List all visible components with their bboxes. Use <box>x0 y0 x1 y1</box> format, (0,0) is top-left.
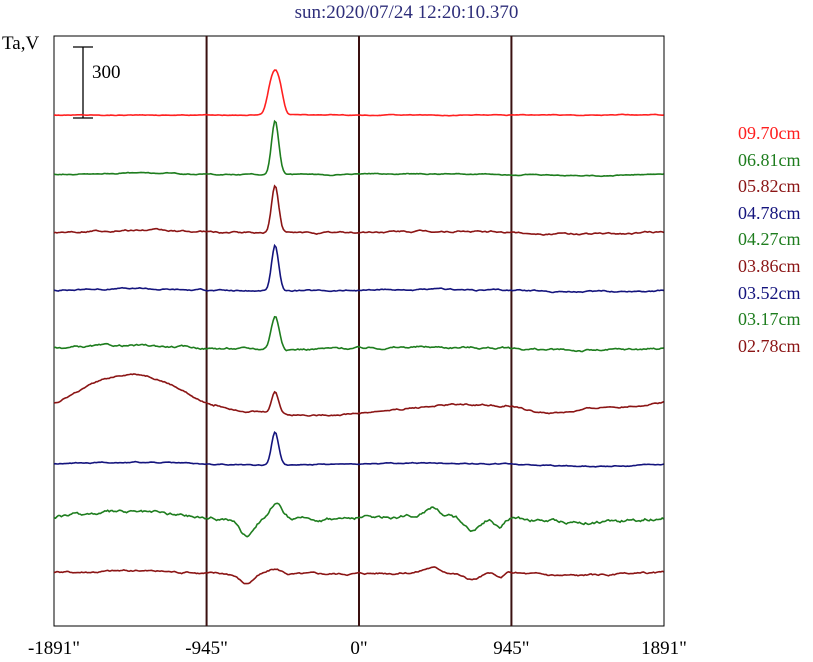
series-line-04.27cm <box>53 315 664 353</box>
x-tick-label-2: 0" <box>350 638 368 659</box>
x-tick-label-3: 945" <box>493 638 530 659</box>
legend-item-2: 05.82cm <box>738 176 801 197</box>
legend: 09.70cm 06.81cm 05.82cm 04.78cm 04.27cm 03.86… <box>738 120 801 359</box>
series-line-03.17cm <box>53 502 665 538</box>
legend-item-7: 03.17cm <box>738 309 801 330</box>
series-line-09.70cm <box>53 69 664 117</box>
legend-item-4: 04.27cm <box>738 229 801 250</box>
legend-item-0: 09.70cm <box>738 123 801 143</box>
series-line-03.52cm <box>53 430 664 468</box>
series-line-06.81cm <box>53 119 664 178</box>
legend-item-3: 04.78cm <box>738 202 801 223</box>
legend-item-6: 03.52cm <box>738 282 801 303</box>
x-tick-label-0: -1891" <box>27 638 81 659</box>
series-line-03.86cm <box>53 373 664 417</box>
series-line-05.82cm <box>53 184 664 236</box>
scale-bar-label: 300 <box>92 62 121 83</box>
chart-title: sun:2020/07/24 12:20:10.370 <box>294 2 519 23</box>
y-axis-label: Ta,V <box>2 33 40 54</box>
x-tick-label-1: -945" <box>185 638 228 659</box>
legend-item-1: 06.81cm <box>738 149 801 170</box>
series-line-04.78cm <box>53 243 664 294</box>
x-tick-label-4: 1891" <box>641 638 687 659</box>
legend-item-8: 02.78cm <box>738 335 801 356</box>
legend-item-5: 03.86cm <box>738 255 801 276</box>
series-line-02.78cm <box>53 566 664 585</box>
